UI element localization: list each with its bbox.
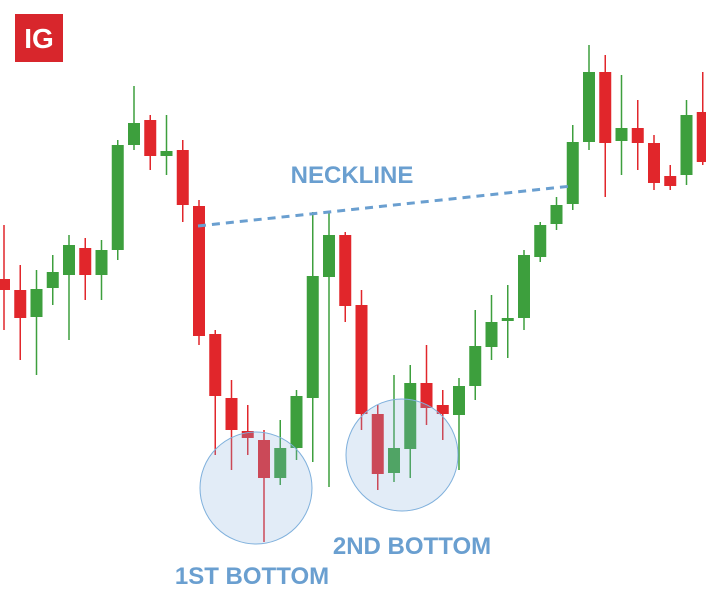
candle-body bbox=[664, 176, 677, 186]
candle-body bbox=[469, 346, 482, 386]
candle-body bbox=[160, 151, 173, 156]
candle-body bbox=[566, 142, 579, 204]
candle-body bbox=[241, 431, 254, 438]
candle-body bbox=[30, 289, 43, 317]
logo-box bbox=[15, 14, 63, 62]
candle-body bbox=[306, 276, 319, 398]
bottom-circle bbox=[199, 431, 313, 545]
candle-body bbox=[534, 225, 547, 257]
candle-body bbox=[371, 414, 384, 474]
candle-body bbox=[599, 72, 612, 143]
neckline bbox=[197, 184, 573, 228]
candle-body bbox=[128, 123, 140, 145]
candle-body bbox=[615, 128, 628, 141]
plot bbox=[0, 45, 706, 542]
candle-body bbox=[518, 255, 530, 318]
candle-body bbox=[225, 398, 238, 430]
candle-body bbox=[339, 235, 352, 306]
candle-body bbox=[46, 272, 59, 288]
candle-body bbox=[436, 405, 449, 414]
candle-body bbox=[14, 290, 27, 318]
candle-body bbox=[258, 440, 270, 478]
candle-body bbox=[176, 150, 189, 205]
candle-body bbox=[79, 248, 92, 275]
candle-body bbox=[583, 72, 595, 142]
candle-body bbox=[388, 448, 400, 473]
candle-body bbox=[209, 334, 222, 396]
candle-body bbox=[355, 305, 368, 414]
first-bottom-label: 1ST BOTTOM bbox=[175, 563, 329, 590]
candle-body bbox=[0, 279, 10, 290]
candle-body bbox=[696, 112, 706, 162]
candle-body bbox=[193, 206, 205, 336]
second-bottom-label: 2ND BOTTOM bbox=[333, 533, 491, 560]
candle-body bbox=[550, 205, 563, 224]
logo: IG bbox=[24, 23, 54, 54]
neckline-label: NECKLINE bbox=[291, 162, 414, 189]
candle-body bbox=[648, 143, 660, 183]
candle-body bbox=[144, 120, 157, 156]
candle-body bbox=[680, 115, 693, 175]
candle-body bbox=[323, 235, 335, 277]
candle-body bbox=[485, 322, 498, 347]
candle-body bbox=[453, 386, 465, 415]
candle-body bbox=[420, 383, 433, 408]
candle-body bbox=[111, 145, 124, 250]
candle-body bbox=[501, 318, 514, 321]
bottom-circle bbox=[345, 398, 459, 512]
candle-body bbox=[290, 396, 303, 448]
candle-body bbox=[631, 128, 644, 143]
candle-body bbox=[95, 250, 108, 275]
candle-body bbox=[274, 448, 287, 478]
candle-body bbox=[63, 245, 75, 275]
